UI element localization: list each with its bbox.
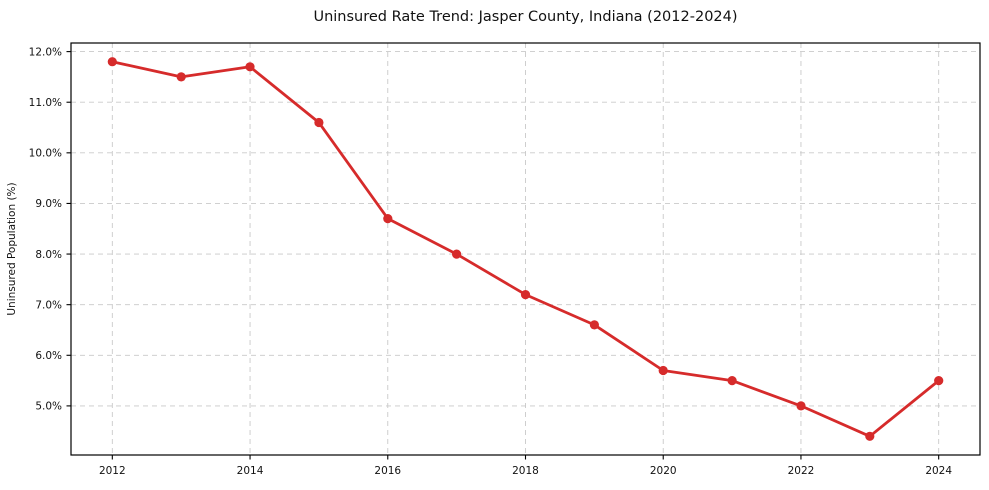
x-tick-label: 2024 xyxy=(925,465,952,477)
y-tick-label: 12.0% xyxy=(29,46,62,58)
y-tick-label: 5.0% xyxy=(35,401,62,413)
x-tick-label: 2012 xyxy=(99,465,126,477)
y-tick-labels: 5.0% 6.0% 7.0% 8.0% 9.0% 10.0% 11.0% 12.0% xyxy=(29,46,62,412)
x-tick-labels: 2012 2014 2016 2018 2020 2022 2024 xyxy=(99,465,952,477)
x-tick-label: 2022 xyxy=(788,465,815,477)
y-tick-label: 9.0% xyxy=(35,198,62,210)
data-series xyxy=(107,57,944,441)
x-tick-label: 2018 xyxy=(512,465,539,477)
x-tick-label: 2020 xyxy=(650,465,677,477)
y-tick-label: 7.0% xyxy=(35,299,62,311)
y-tick-label: 8.0% xyxy=(35,249,62,261)
chart-title: Uninsured Rate Trend: Jasper County, Ind… xyxy=(313,9,737,25)
x-tick-label: 2014 xyxy=(237,465,264,477)
plot-frame xyxy=(70,42,981,456)
y-axis-label: Uninsured Population (%) xyxy=(6,182,18,315)
y-tick-label: 10.0% xyxy=(29,148,62,160)
x-tick-label: 2016 xyxy=(374,465,401,477)
y-tick-label: 11.0% xyxy=(29,97,62,109)
gridlines xyxy=(71,43,980,455)
axis-ticks xyxy=(66,51,940,460)
y-tick-label: 6.0% xyxy=(35,350,62,362)
